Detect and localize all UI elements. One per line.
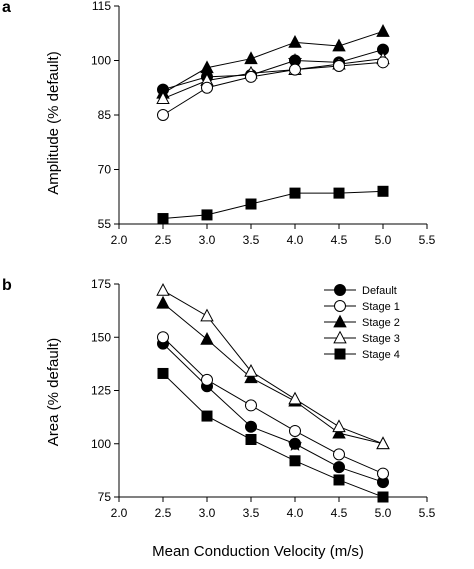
panel-a-letter: a xyxy=(2,0,11,16)
y-tick-label: 100 xyxy=(91,54,111,68)
data-point-stage-4 xyxy=(201,410,213,422)
legend-label: Stage 2 xyxy=(362,317,400,329)
y-tick-label: 85 xyxy=(98,108,112,122)
data-point-stage-2 xyxy=(156,295,170,309)
star-marker xyxy=(287,52,303,67)
y-tick-label: 100 xyxy=(91,437,111,451)
legend-marker xyxy=(333,330,347,344)
x-tick-label: 5.0 xyxy=(375,506,392,520)
legend-label: Stage 1 xyxy=(362,301,400,313)
data-point-stage-1 xyxy=(377,56,389,69)
data-point-stage-2 xyxy=(200,332,214,345)
x-tick-label: 5.5 xyxy=(419,506,436,520)
data-point-stage-3 xyxy=(244,363,258,377)
x-tick-label: 3.0 xyxy=(199,233,216,247)
x-tick-label: 3.0 xyxy=(199,506,216,520)
data-point-stage-4 xyxy=(333,187,345,199)
x-tick-label: 4.0 xyxy=(287,506,304,520)
y-tick-label: 70 xyxy=(98,163,112,177)
series-line-stage-1 xyxy=(162,61,384,116)
series-line-stage-3 xyxy=(162,289,384,445)
data-point-stage-3 xyxy=(332,419,346,433)
y-tick-label: 115 xyxy=(92,0,111,13)
data-point-stage-2 xyxy=(332,425,346,439)
data-point-stage-1 xyxy=(289,63,301,76)
data-point-stage-4 xyxy=(157,367,169,379)
legend-marker xyxy=(333,314,347,328)
panel-b: b Area (% default) Mean Conduction Veloc… xyxy=(2,277,436,560)
y-tick-label: 175 xyxy=(91,277,111,291)
x-tick-label: 2.5 xyxy=(155,233,172,247)
data-point-stage-3 xyxy=(156,283,170,296)
data-point-stage-4 xyxy=(157,213,169,225)
series-line-stage-2 xyxy=(162,30,384,94)
legend-label: Stage 3 xyxy=(362,333,400,345)
x-tick-label: 2.0 xyxy=(111,506,128,520)
data-point-stage-1 xyxy=(333,448,345,461)
x-tick-label: 4.5 xyxy=(331,233,348,247)
series-line-default xyxy=(162,49,384,91)
panel-a-ylabel: Amplitude (% default) xyxy=(45,51,62,194)
y-tick-label: 75 xyxy=(98,490,112,504)
data-point-stage-1 xyxy=(377,467,389,480)
legend-label: Default xyxy=(362,285,397,297)
x-tick-label: 2.5 xyxy=(155,506,172,520)
x-tick-label: 3.5 xyxy=(243,233,260,247)
data-point-stage-1 xyxy=(245,399,257,412)
data-point-stage-3 xyxy=(288,391,302,405)
x-tick-label: 5.0 xyxy=(375,233,392,247)
data-point-stage-3 xyxy=(156,91,170,105)
legend-marker xyxy=(334,284,346,296)
data-point-stage-4 xyxy=(201,209,213,221)
data-point-default xyxy=(245,420,257,433)
y-tick-label: 150 xyxy=(91,330,111,344)
data-point-stage-4 xyxy=(333,474,345,486)
data-point-stage-4 xyxy=(245,433,257,445)
legend: Default Stage 1 Stage 2 Stage 3 Stage 4 xyxy=(324,284,400,361)
y-tick-label: 125 xyxy=(91,384,111,398)
data-point-stage-2 xyxy=(332,38,346,52)
data-point-stage-1 xyxy=(245,70,257,83)
data-point-stage-1 xyxy=(289,424,301,437)
data-point-stage-4 xyxy=(289,455,301,467)
x-tick-label: 2.0 xyxy=(111,233,128,247)
panel-a: a Amplitude (% default) 55 70 85 100 115 2.0 2… xyxy=(2,0,436,247)
x-tick-label: 4.0 xyxy=(287,233,304,247)
star-marker xyxy=(287,437,303,452)
data-point-stage-2 xyxy=(244,51,258,65)
panel-b-ylabel: Area (% default) xyxy=(45,338,62,446)
y-tick-label: 55 xyxy=(98,217,112,231)
x-tick-label: 5.5 xyxy=(419,233,436,247)
data-point-stage-4 xyxy=(245,198,257,210)
series-line-stage-3 xyxy=(162,58,384,100)
data-point-stage-4 xyxy=(377,491,389,503)
series-line-stage-4 xyxy=(162,373,384,498)
data-point-stage-1 xyxy=(201,373,213,386)
data-point-stage-2 xyxy=(376,24,390,37)
series-line-stage-4 xyxy=(162,190,384,220)
series-line-stage-1 xyxy=(162,336,384,475)
data-point-default xyxy=(333,461,345,474)
data-point-stage-1 xyxy=(157,109,169,121)
legend-marker xyxy=(334,348,346,360)
x-tick-label: 3.5 xyxy=(243,506,260,520)
series-line-default xyxy=(162,343,384,483)
data-point-stage-1 xyxy=(333,59,345,72)
data-point-stage-2 xyxy=(244,370,258,384)
data-point-stage-2 xyxy=(288,34,302,48)
data-point-stage-1 xyxy=(157,331,169,344)
data-point-stage-1 xyxy=(201,81,213,94)
legend-marker xyxy=(334,300,346,312)
series-line-stage-2 xyxy=(162,302,384,445)
data-point-stage-3 xyxy=(200,308,214,322)
data-point-stage-3 xyxy=(376,436,390,450)
x-tick-label: 4.5 xyxy=(331,506,348,520)
panel-b-letter: b xyxy=(2,277,12,294)
data-point-stage-4 xyxy=(289,187,301,199)
data-point-stage-4 xyxy=(377,185,389,197)
legend-label: Stage 4 xyxy=(362,349,400,361)
panel-b-xlabel: Mean Conduction Velocity (m/s) xyxy=(152,543,364,560)
